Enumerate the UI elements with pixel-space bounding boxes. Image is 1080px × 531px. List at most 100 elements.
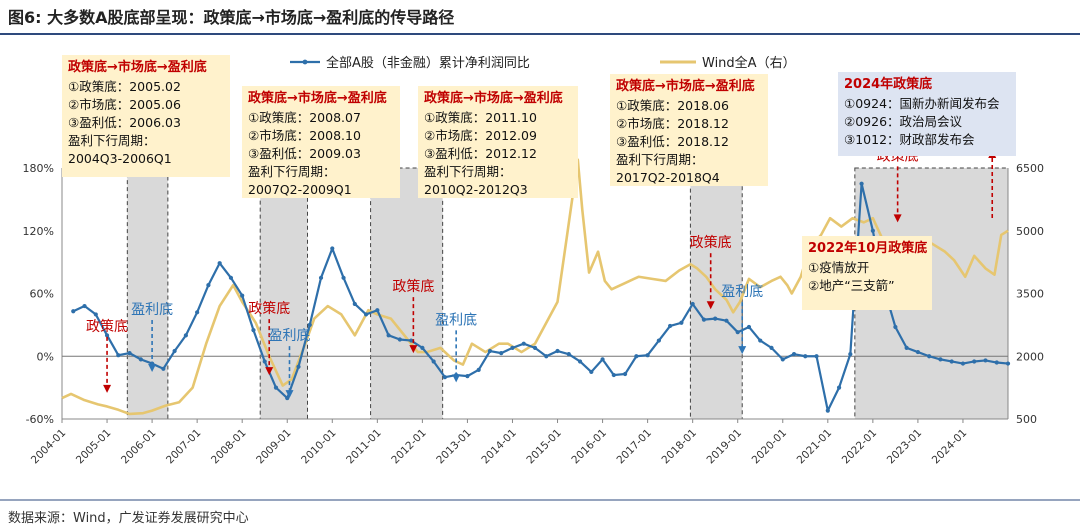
annotation-line: ①政策底：2008.07 <box>248 110 361 125</box>
earnings-point <box>521 341 526 346</box>
y-right-tick-label: 3500 <box>1016 288 1044 301</box>
earnings-point <box>735 330 740 335</box>
earnings-point <box>915 349 921 355</box>
earnings-point <box>622 371 628 377</box>
y-left-tick-label: 120% <box>23 225 54 238</box>
policy-bottom-label: 政策底 <box>86 318 128 335</box>
earnings-point <box>780 357 785 362</box>
earnings-point <box>848 352 853 357</box>
annotation-line: ③盈利低：2006.03 <box>68 115 181 130</box>
y-right-tick-label: 6500 <box>1016 162 1044 175</box>
earnings-point <box>352 301 357 307</box>
annotation-title: 政策底→市场底→盈利底 <box>248 90 387 106</box>
annotation-box <box>242 86 400 198</box>
earnings-point <box>420 345 425 350</box>
x-tick-label: 2007-01 <box>164 427 204 467</box>
earnings-arrow-head <box>148 363 157 372</box>
annotation-box <box>62 55 230 177</box>
annotation-box <box>838 72 1016 156</box>
earnings-point <box>994 360 999 365</box>
x-tick-label: 2015-01 <box>524 427 564 467</box>
shaded-period <box>259 167 309 420</box>
annotation-line: ③盈利低：2009.03 <box>248 146 361 161</box>
shaded-period <box>689 167 743 420</box>
legend-label-wind-a: Wind全A（右） <box>702 55 796 71</box>
earnings-point <box>679 320 684 325</box>
y-left-tick-label: 180% <box>23 162 54 175</box>
x-tick-label: 2017-01 <box>614 427 654 467</box>
earnings-point <box>859 181 864 186</box>
shaded-period <box>126 167 169 420</box>
earnings-point <box>791 352 797 357</box>
policy-bottom-label: 政策底 <box>392 278 434 295</box>
earnings-arrow-head <box>285 390 294 399</box>
earnings-point <box>195 310 200 315</box>
earnings-point <box>442 375 448 380</box>
earnings-point <box>127 351 132 356</box>
earnings-point <box>724 318 729 323</box>
earnings-point <box>206 283 211 288</box>
annotation-title: 政策底→市场底→盈利底 <box>616 78 755 94</box>
earnings-point <box>1005 361 1011 366</box>
earnings-point <box>93 312 98 317</box>
earnings-bottom-label: 盈利底 <box>268 328 310 344</box>
earnings-point <box>251 328 256 333</box>
earnings-point <box>262 359 267 364</box>
annotation-title: 2024年政策底 <box>844 76 932 92</box>
earnings-point <box>375 308 380 313</box>
earnings-point <box>746 324 752 330</box>
y-right-tick-label: 5000 <box>1016 225 1044 238</box>
earnings-point <box>803 354 808 359</box>
earnings-point <box>499 351 504 356</box>
annotation-line: ②0926：政治局会议 <box>844 114 963 129</box>
annotation-line: 盈利下行周期： <box>616 152 704 167</box>
annotation-line: ③盈利低：2012.12 <box>424 146 537 161</box>
annotation-line: ①政策底：2011.10 <box>424 110 537 125</box>
annotation-line: ①疫情放开 <box>808 260 869 275</box>
source-note: 数据来源：Wind，广发证券发展研究中心 <box>8 510 249 526</box>
policy-arrow-head <box>893 214 902 223</box>
earnings-bottom-label: 盈利底 <box>131 302 173 318</box>
x-tick-label: 2004-01 <box>29 427 69 467</box>
x-tick-label: 2012-01 <box>389 427 429 467</box>
x-tick-label: 2023-01 <box>885 427 925 467</box>
policy-arrow-head <box>409 345 418 354</box>
y-left-tick-label: 0% <box>37 350 54 363</box>
annotation-line: 盈利下行周期： <box>68 133 156 148</box>
earnings-bottom-label: 盈利底 <box>435 312 477 328</box>
annotation-title: 政策底→市场底→盈利底 <box>68 59 207 75</box>
x-tick-label: 2005-01 <box>74 427 114 467</box>
y-right-tick-label: 500 <box>1016 413 1037 426</box>
annotation-line: ②市场底：2008.10 <box>248 128 361 143</box>
x-tick-label: 2006-01 <box>119 427 159 467</box>
earnings-point <box>104 333 110 338</box>
annotation-box <box>802 236 932 310</box>
earnings-point <box>972 359 977 364</box>
legend-swatch-earnings-dot <box>302 59 308 65</box>
annotation-box <box>610 74 768 186</box>
earnings-point <box>318 275 324 280</box>
earnings-point <box>690 301 695 307</box>
earnings-point <box>71 309 76 314</box>
annotation-line: ①政策底：2018.06 <box>616 98 729 113</box>
annotation-line: 盈利下行周期： <box>248 164 336 179</box>
earnings-point <box>713 316 718 321</box>
x-tick-label: 2016-01 <box>569 427 609 467</box>
earnings-point <box>240 293 245 298</box>
annotation-box <box>418 86 578 198</box>
earnings-point <box>172 348 177 354</box>
earnings-point <box>363 312 369 317</box>
annotation-line: ①0924：国新办新闻发布会 <box>844 96 1000 111</box>
earnings-point <box>116 353 121 358</box>
earnings-point <box>386 333 391 338</box>
earnings-point <box>228 275 234 280</box>
earnings-point <box>409 338 414 343</box>
earnings-arrow-head <box>738 346 747 355</box>
x-tick-label: 2019-01 <box>705 427 745 467</box>
earnings-point <box>161 366 166 371</box>
earnings-point <box>983 358 988 363</box>
policy-arrow-head <box>265 367 274 376</box>
y-right-tick-label: 2000 <box>1016 350 1044 363</box>
annotation-boxes: 政策底→市场底→盈利底 ①政策底：2005.02 ②市场底：2005.06 ③盈利低：… <box>62 55 1016 310</box>
